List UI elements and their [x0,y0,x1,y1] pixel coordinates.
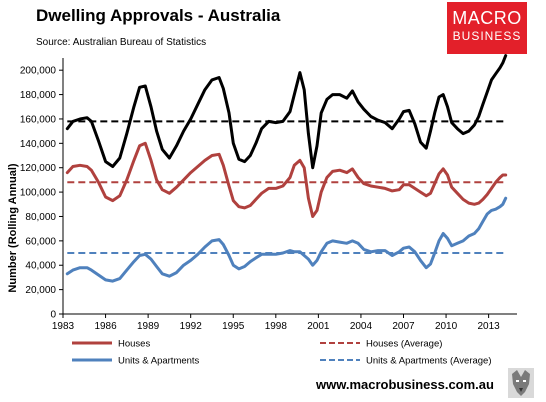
legend-label: Units & Apartments (Average) [366,356,492,367]
macrobusiness-logo: MACRO BUSINESS [447,2,527,54]
x-tick-label: 1986 [94,321,117,332]
website-url: www.macrobusiness.com.au [316,377,494,392]
y-tick-label: 100,000 [20,188,57,199]
wolf-logo-icon [508,368,534,398]
legend-label: Houses (Average) [366,339,442,350]
x-tick-label: 1995 [222,321,245,332]
x-tick-label: 2007 [392,321,415,332]
series-line-total [65,54,508,170]
logo-line-1: MACRO [452,8,522,28]
legend-label: Houses [118,339,150,350]
x-tick-label: 1998 [265,321,288,332]
legend-label: Units & Apartments [118,356,200,367]
y-tick-label: 60,000 [25,236,56,247]
chart-title: Dwelling Approvals - Australia [36,6,281,25]
y-tick-label: 20,000 [25,285,56,296]
y-tick-label: 40,000 [25,261,56,272]
x-tick-label: 1989 [137,321,160,332]
logo-line-2: BUSINESS [452,29,522,43]
chart-legend: Houses Houses (Average) Units & Apartments… [72,339,492,367]
series-line-units-apartments [65,196,508,283]
series-line-houses [65,141,508,218]
x-tick-label: 2010 [435,321,458,332]
y-tick-label: 140,000 [20,139,57,150]
x-tick-label: 2013 [478,321,501,332]
y-tick-label: 0 [50,310,56,321]
x-tick-label: 1983 [52,321,75,332]
y-tick-label: 120,000 [20,163,57,174]
y-tick-label: 180,000 [20,90,57,101]
y-tick-label: 200,000 [20,66,57,77]
x-tick-label: 1992 [180,321,203,332]
chart-source: Source: Australian Bureau of Statistics [36,37,207,48]
y-axis-label: Number (Rolling Annual) [7,163,19,292]
y-tick-label: 160,000 [20,114,57,125]
x-tick-label: 2004 [350,321,373,332]
chart-axes: 0 20,000 40,000 60,000 80,000 100,000 120,000 1… [20,58,517,332]
y-tick-label: 80,000 [25,212,56,223]
chart-series [65,54,508,283]
x-tick-label: 2001 [307,321,330,332]
